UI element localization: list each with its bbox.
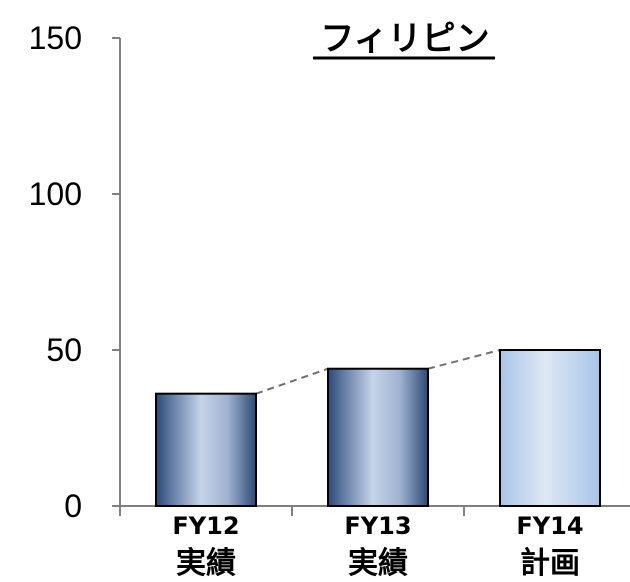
x-category-label: FY12 <box>172 512 239 540</box>
y-tick-label: 50 <box>46 332 82 368</box>
x-category-label: FY14 <box>516 512 583 540</box>
y-tick-label: 0 <box>64 488 82 524</box>
connector-line <box>255 367 329 395</box>
x-axis-labels: FY12 実績 FY13 実績 FY14 計画 <box>172 512 583 581</box>
bar-fy12 <box>155 392 257 507</box>
x-category-label: FY13 <box>344 512 411 540</box>
x-category-sublabel: 実績 <box>348 546 408 581</box>
bar-fy14 <box>499 349 601 507</box>
connector-lines <box>255 349 501 395</box>
bars <box>155 349 601 507</box>
connector-line <box>427 349 501 370</box>
y-tick-label: 150 <box>29 20 82 56</box>
chart-title: フィリピン <box>320 19 489 59</box>
bar-fy13 <box>327 367 429 507</box>
x-category-sublabel: 実績 <box>176 546 236 581</box>
y-axis-ticks: 0 50 100 150 <box>29 20 465 524</box>
x-category-sublabel: 計画 <box>520 546 580 581</box>
y-tick-label: 100 <box>29 176 82 212</box>
